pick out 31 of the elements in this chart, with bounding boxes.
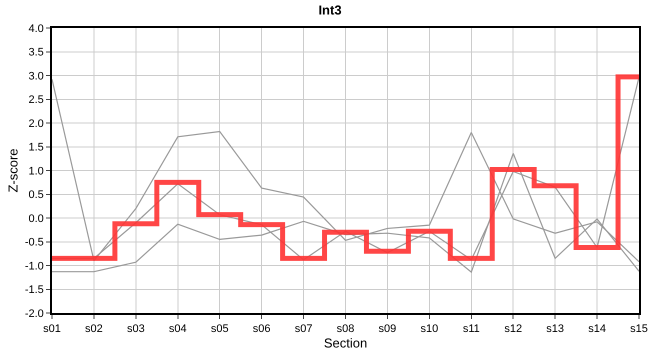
y-tick-label: 4.0 — [28, 22, 44, 35]
x-tick-label: s06 — [252, 323, 271, 336]
x-tick-label: s10 — [420, 323, 438, 336]
x-axis-title: Section — [324, 335, 368, 350]
x-tick-label: s15 — [630, 323, 648, 336]
y-tick-label: 0.0 — [28, 212, 44, 225]
x-tick-label: s01 — [43, 323, 61, 336]
x-tick-label: s13 — [546, 323, 564, 336]
x-tick-label: s07 — [294, 323, 312, 336]
x-tick-label: s08 — [336, 323, 354, 336]
y-tick-label: -2.0 — [24, 308, 44, 320]
y-tick-label: -0.5 — [24, 236, 44, 249]
x-tick-label: s11 — [462, 323, 480, 336]
y-tick-label: 2.0 — [28, 118, 44, 130]
y-tick-label: 1.5 — [28, 142, 44, 154]
x-tick-label: s03 — [126, 323, 145, 336]
x-tick-label: s12 — [504, 323, 522, 336]
x-tick-label: s05 — [210, 323, 229, 336]
y-axis-title: Z-score — [5, 148, 20, 193]
y-tick-label: 2.5 — [28, 94, 44, 106]
x-tick-label: s04 — [168, 323, 187, 336]
y-tick-label: 3.5 — [28, 46, 44, 59]
chart-title: Int3 — [318, 2, 342, 18]
x-tick-label: s14 — [588, 323, 606, 336]
y-tick-label: 0.5 — [28, 189, 44, 202]
x-tick-label: s09 — [378, 323, 396, 336]
y-tick-label: -1.0 — [24, 260, 44, 272]
y-tick-label: -1.5 — [24, 284, 44, 296]
y-tick-label: 3.0 — [28, 70, 44, 82]
x-tick-label: s02 — [85, 323, 103, 336]
y-tick-label: 1.0 — [28, 165, 44, 178]
